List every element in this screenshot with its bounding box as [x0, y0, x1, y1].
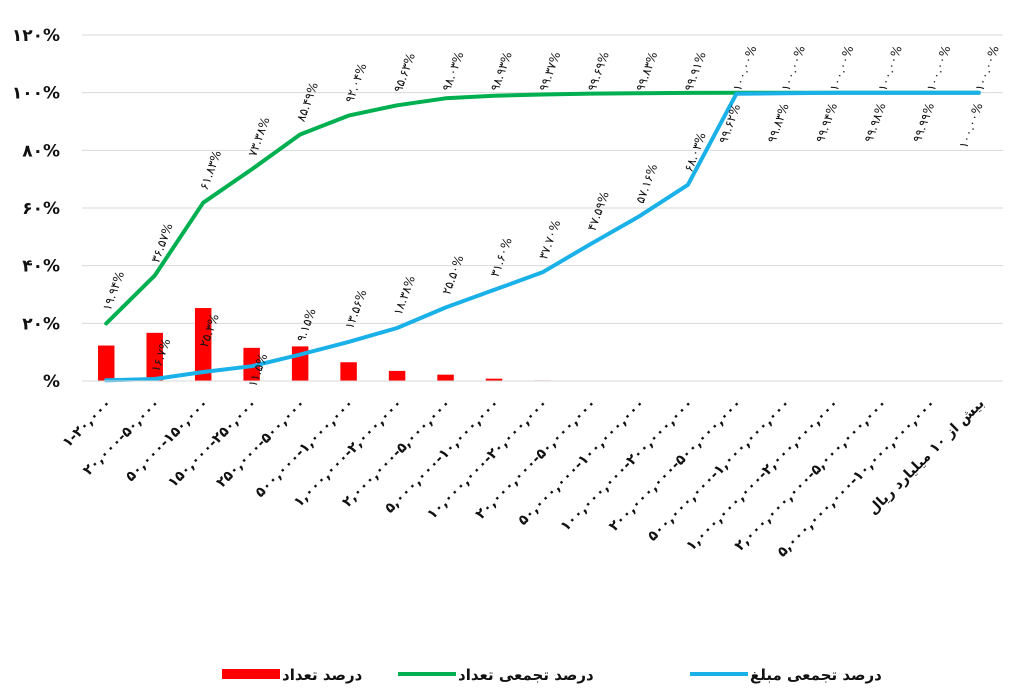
- y-tick-label: ۲۰%: [22, 314, 60, 334]
- legend-label: درصد تجمعی تعداد: [458, 666, 594, 684]
- data-label: ۳۶.۵۷%: [148, 221, 175, 264]
- data-label: ۱۰۰.۰۰%: [956, 101, 985, 150]
- x-axis: ۱-۲۰,۰۰۰۲۰,۰۰۰-۵۰,۰۰۰۵۰,۰۰۰-۱۵۰,۰۰۰۱۵۰,۰…: [60, 380, 1003, 560]
- y-tick-label: ۱۲۰%: [12, 26, 60, 46]
- bar: [194, 308, 212, 381]
- data-label: ۹۹.۶۹%: [585, 50, 612, 93]
- data-label: ۹۸.۹۳%: [488, 50, 515, 93]
- data-label: ۹۲.۰۴%: [342, 61, 369, 104]
- y-tick-label: ۶۰%: [22, 199, 60, 219]
- data-label: ۹۹.۹۱%: [682, 50, 709, 93]
- legend-label: درصد تعداد: [282, 666, 363, 684]
- data-label: ۱۰۰.۰۰%: [875, 44, 904, 93]
- y-axis: % ۲۰% ۴۰% ۶۰% ۸۰% ۱۰۰% ۱۲۰%: [12, 26, 60, 392]
- data-label: ۱۳.۵۶%: [342, 288, 369, 331]
- data-label: ۹۹.۸۳%: [765, 101, 792, 144]
- data-label: ۹۸.۰۳%: [439, 50, 466, 93]
- bar: [146, 332, 163, 381]
- data-label: ۱۰۰.۰۰%: [924, 44, 953, 93]
- bar: [388, 370, 406, 381]
- data-label: ۴۷.۵۹%: [585, 190, 612, 233]
- data-label: ۱۰۰.۰۰%: [827, 44, 856, 93]
- y-tick-label: ۴۰%: [22, 257, 60, 277]
- x-tick-label: ۲۵۰,۰۰۰-۵۰۰,۰۰۰: [213, 396, 308, 491]
- line-series: [104, 90, 981, 383]
- data-label: ۷۳.۳۸%: [245, 115, 272, 158]
- data-label: ۶۱.۸۳%: [197, 148, 224, 191]
- bar: [340, 362, 357, 381]
- data-label: ۹۵.۶۳%: [391, 51, 418, 94]
- data-label: ۵۷.۱۶%: [633, 162, 660, 205]
- data-label: ۱۰۰.۰۰%: [779, 44, 808, 93]
- data-label: ۹۹.۹۹%: [910, 101, 937, 144]
- bar: [97, 345, 115, 381]
- data-label: ۱۸.۳۸%: [391, 274, 418, 317]
- data-label: ۳۱.۶۰%: [488, 236, 515, 279]
- data-label: ۹۹.۸۳%: [633, 50, 660, 93]
- data-label: ۱۰۰.۰۰%: [730, 44, 759, 93]
- data-label: ۹۹.۹۸%: [861, 101, 888, 144]
- data-label: ۸۵.۴۹%: [294, 80, 321, 123]
- line-cumulative-amount: [104, 90, 981, 383]
- data-label: ۹۹.۹۴%: [813, 101, 840, 144]
- bar: [485, 378, 503, 381]
- data-label: ۹۹.۳۷%: [536, 50, 563, 93]
- legend-item: درصد تجمعی مبلغ: [690, 666, 882, 684]
- legend-item: درصد تجمعی تعداد: [398, 666, 594, 684]
- y-tick-label: ۸۰%: [22, 141, 60, 161]
- data-label: ۹.۱۵%: [294, 306, 319, 343]
- x-tick-label: ۵۰,۰۰۰-۱۵۰,۰۰۰: [123, 396, 212, 485]
- y-tick-label: ۱۰۰%: [12, 84, 60, 104]
- data-label: ۲۵.۵۰%: [439, 253, 466, 296]
- legend-swatch: [222, 669, 280, 679]
- x-tick-label: ۱۵۰,۰۰۰-۲۵۰,۰۰۰: [165, 396, 260, 491]
- bar-series: [97, 308, 794, 381]
- bar: [437, 374, 454, 381]
- legend-label: درصد تجمعی مبلغ: [750, 666, 882, 684]
- data-label: ۱۰۰.۰۰%: [972, 44, 1001, 93]
- data-label: ۳۷.۷۰%: [536, 218, 563, 261]
- legend: درصد تعداد درصد تجمعی تعداد درصد تجمعی مبل…: [222, 666, 882, 684]
- y-tick-label: %: [43, 372, 60, 392]
- legend-item: درصد تعداد: [222, 666, 363, 684]
